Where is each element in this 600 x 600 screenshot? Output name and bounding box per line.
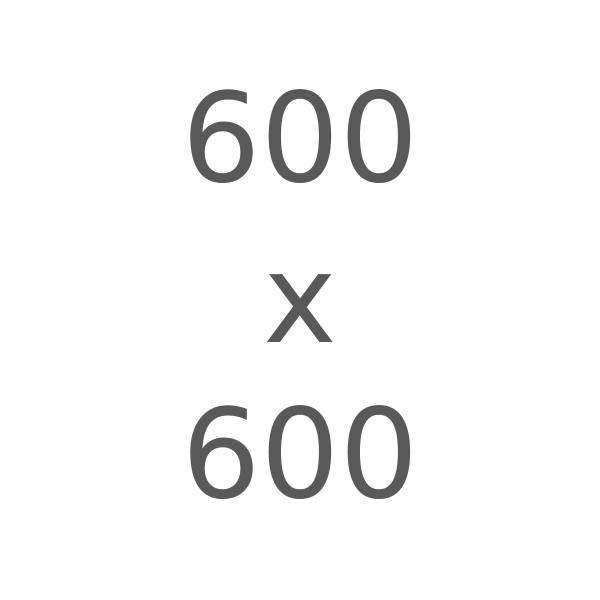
width-label: 600	[181, 67, 419, 211]
separator-label: x	[263, 228, 337, 372]
height-label: 600	[181, 383, 419, 527]
